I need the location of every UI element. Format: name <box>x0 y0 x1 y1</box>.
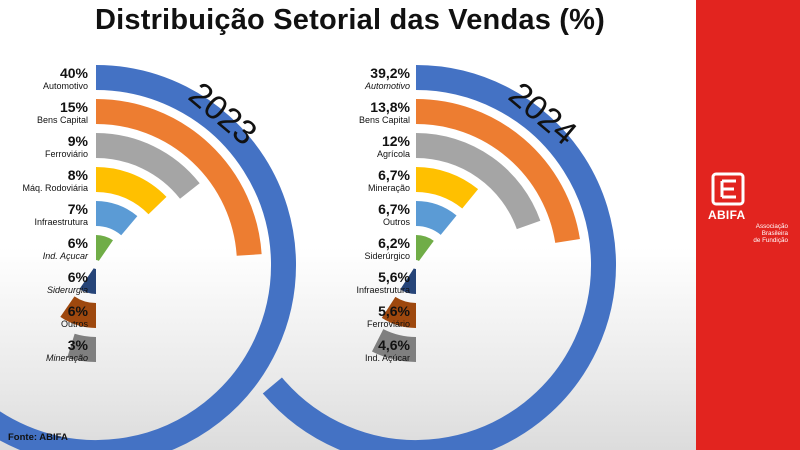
value-label: 6,7% <box>378 201 410 217</box>
category-label: Bens Capital <box>37 115 88 125</box>
bar-infraestrutura <box>400 267 417 294</box>
bar-mineração <box>415 167 479 209</box>
page-title: Distribuição Setorial das Vendas (%) <box>94 4 605 36</box>
bar-ferroviário <box>381 296 417 328</box>
abifa-logo-icon <box>711 172 745 206</box>
value-label: 3% <box>68 337 89 353</box>
category-label: Ferroviário <box>367 319 410 329</box>
value-label: 9% <box>68 133 89 149</box>
bar-infraestrutura <box>95 201 138 236</box>
category-label: Siderúrgico <box>364 251 410 261</box>
category-label: Outros <box>383 217 411 227</box>
logo-subtitle: Associação Brasileira de Fundição <box>710 223 788 244</box>
category-label: Agrícola <box>377 149 410 159</box>
category-label: Outros <box>61 319 89 329</box>
logo-subtitle-line: Associação <box>755 223 788 230</box>
category-label: Automotivo <box>364 81 410 91</box>
chart-2024: 39,2%Automotivo 13,8%Bens Capital 12%Agríc… <box>262 65 616 450</box>
category-label: Ferroviário <box>45 149 88 159</box>
bar-automotivo <box>262 65 616 450</box>
bar-máq-rodoviária <box>95 167 167 215</box>
bar-outros <box>415 201 457 236</box>
bar-automotivo <box>0 65 296 450</box>
value-label: 6% <box>68 235 89 251</box>
value-label: 12% <box>382 133 411 149</box>
value-label: 5,6% <box>378 303 410 319</box>
value-label: 6,7% <box>378 167 410 183</box>
bar-ind-açúcar <box>371 328 417 362</box>
logo-subtitle-line: Brasileira <box>761 230 788 237</box>
bar-bens-capital <box>415 99 580 244</box>
value-label: 5,6% <box>378 269 410 285</box>
brand-panel <box>696 0 800 450</box>
category-label: Automotivo <box>43 81 88 91</box>
category-label: Infraestrutura <box>356 285 410 295</box>
value-label: 7% <box>68 201 89 217</box>
bar-mineração <box>67 333 97 362</box>
value-label: 8% <box>68 167 89 183</box>
source-note: Fonte: ABIFA <box>8 432 68 443</box>
bar-agrícola <box>415 133 541 230</box>
category-label: Ind. Açúcar <box>365 353 410 363</box>
value-label: 6,2% <box>378 235 410 251</box>
category-label: Infraestrutura <box>34 217 88 227</box>
value-label: 6% <box>68 303 89 319</box>
value-label: 4,6% <box>378 337 410 353</box>
category-label: Mineração <box>368 183 410 193</box>
bar-siderúrgico <box>415 235 434 262</box>
bar-outros <box>60 295 97 328</box>
category-label: Máq. Rodoviária <box>22 183 88 193</box>
category-label: Bens Capital <box>359 115 410 125</box>
bar-siderurgia <box>79 267 97 295</box>
bar-ferroviário <box>95 133 200 200</box>
value-label: 6% <box>68 269 89 285</box>
chart-2023: 40%Automotivo 15%Bens Capital 9%Ferroviári… <box>0 65 296 450</box>
value-label: 13,8% <box>370 99 410 115</box>
category-label: Ind. Açucar <box>43 251 89 261</box>
value-label: 15% <box>60 99 89 115</box>
logo-name: ABIFA <box>708 208 746 222</box>
category-label: Siderurgia <box>47 285 88 295</box>
bar-bens-capital <box>95 99 262 256</box>
value-label: 39,2% <box>370 65 410 81</box>
bar-ind-açucar <box>95 235 113 262</box>
value-label: 40% <box>60 65 89 81</box>
category-label: Mineração <box>46 353 88 363</box>
logo-subtitle-line: de Fundição <box>753 237 788 244</box>
